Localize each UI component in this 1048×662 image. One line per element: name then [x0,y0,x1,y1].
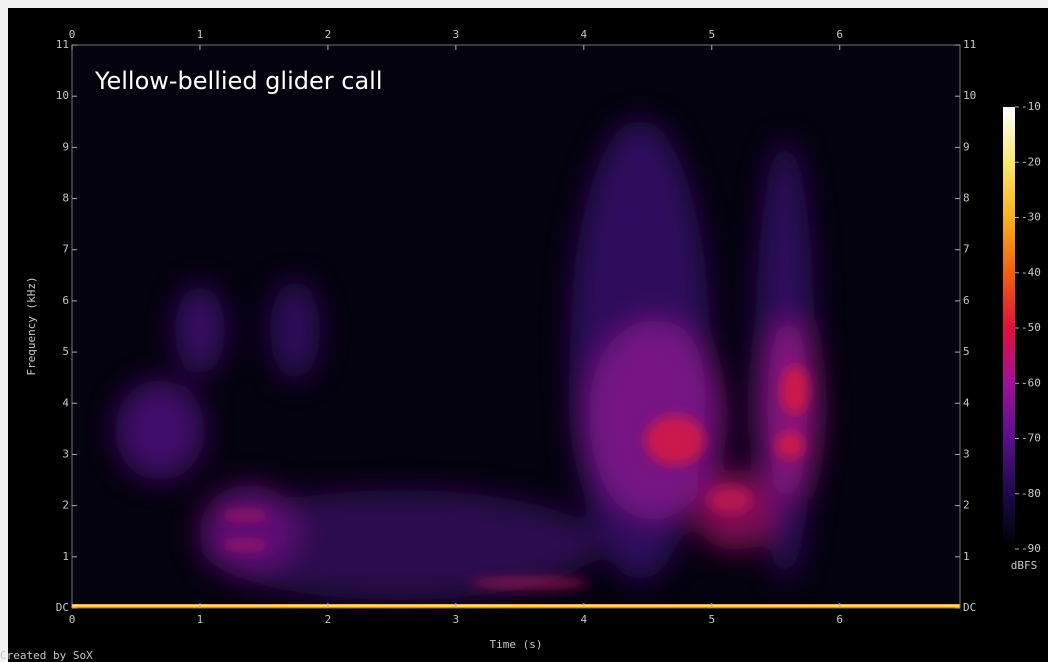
y-tick-label-right: 1 [963,550,970,563]
x-tick-label: 5 [708,613,715,626]
y-tick-label: 9 [62,140,69,153]
colorbar-tick-label: -60 [1021,376,1041,389]
y-tick-label: 5 [62,345,69,358]
spectrogram-image [72,45,960,608]
x-axis-label: Time (s) [490,638,543,651]
x-tick-label-top: 1 [197,28,204,41]
colorbar-tick-label: -40 [1021,266,1041,279]
colorbar-label: dBFS [1011,559,1038,572]
y-tick-label-right: 5 [963,345,970,358]
x-tick-label: 2 [325,613,332,626]
y-tick-label-right: 8 [963,192,970,205]
x-tick-label-top: 3 [453,28,460,41]
y-tick-label-right: 4 [963,396,970,409]
y-tick-label: 7 [62,243,69,256]
x-tick-label: 6 [836,613,843,626]
colorbar-tick-label: -30 [1021,211,1041,224]
y-axis-label: Frequency (kHz) [25,276,38,375]
colorbar [1003,107,1015,549]
annotation: Yellow-bellied glider call [94,67,382,95]
y-tick-label: 3 [62,447,69,460]
y-tick-label: 4 [62,396,69,409]
y-tick-label-right: 6 [963,294,970,307]
colorbar-tick-label: -90 [1021,542,1041,555]
credit: Created by SoX [0,649,93,662]
x-tick-label-top: 4 [581,28,588,41]
x-tick-label-top: 2 [325,28,332,41]
x-tick-label-top: 6 [836,28,843,41]
y-tick-label: 10 [56,89,69,102]
y-tick-label-right: 11 [963,38,976,51]
colorbar-tick-label: -70 [1021,432,1041,445]
chart: Yellow-bellied glider call Time (s) Freq… [0,0,1048,662]
y-tick-label-right: 7 [963,243,970,256]
dc-band-core [72,605,960,607]
x-tick-label-top: 0 [69,28,76,41]
y-tick-label-right: 3 [963,447,970,460]
y-tick-label: 6 [62,294,69,307]
colorbar-tick-label: -80 [1021,487,1041,500]
y-tick-label-right: 10 [963,89,976,102]
x-tick-label: 4 [581,613,588,626]
colorbar-tick-label: -10 [1021,100,1041,113]
x-tick-label: 0 [69,613,76,626]
y-tick-label: 1 [62,550,69,563]
x-tick-label: 3 [453,613,460,626]
y-tick-label: 8 [62,192,69,205]
y-tick-label-right: 2 [963,499,970,512]
y-tick-label-right: DC [963,601,976,614]
y-tick-label-right: 9 [963,140,970,153]
colorbar-tick-label: -50 [1021,321,1041,334]
y-tick-label: 11 [56,38,69,51]
colorbar-tick-label: -20 [1021,155,1041,168]
y-tick-label: 2 [62,499,69,512]
x-tick-label-top: 5 [708,28,715,41]
y-tick-label: DC [56,601,69,614]
x-tick-label: 1 [197,613,204,626]
